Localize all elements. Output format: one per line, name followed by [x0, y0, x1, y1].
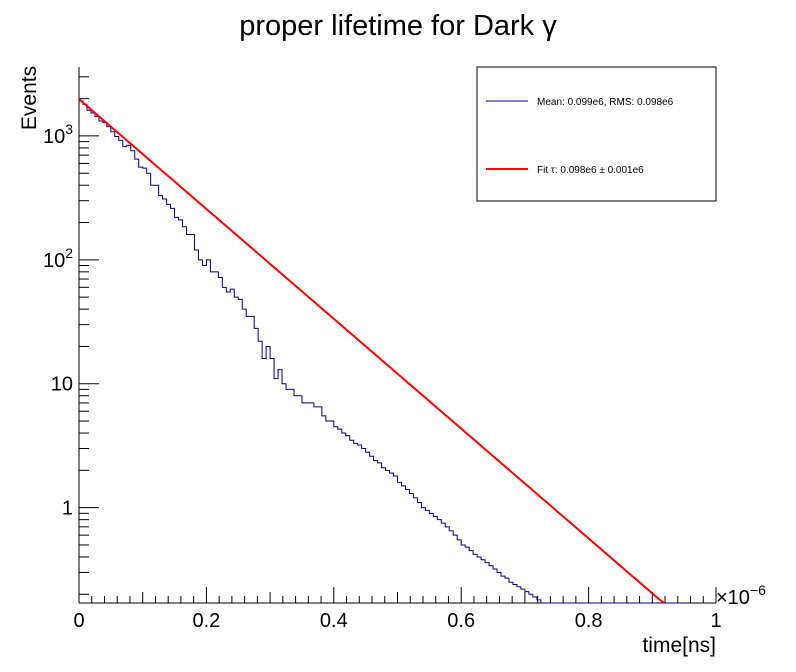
x-tick-label: 1: [710, 610, 721, 632]
x-tick-label: 0: [73, 610, 84, 632]
y-tick-label: 103: [43, 121, 73, 148]
histogram-line: [79, 100, 681, 604]
x-tick-label: 0.8: [575, 610, 603, 632]
y-tick-label-base: 10: [43, 250, 65, 272]
legend-box: [476, 66, 717, 202]
legend: Mean: 0.099e6, RMS: 0.098e6 Fit τ: 0.098…: [476, 66, 717, 202]
x-ticks: 0 0.2 0.4 0.6 0.8 1: [73, 587, 722, 632]
fit-line: [78, 98, 665, 604]
x-tick-label: 0.6: [447, 610, 475, 632]
data-layer: [78, 98, 681, 604]
y-tick-label: 10: [51, 374, 73, 396]
x-tick-label: 0.2: [192, 610, 220, 632]
x-axis-label: time[ns]: [642, 634, 716, 657]
y-tick-label-base: 10: [51, 374, 73, 396]
x-multiplier-base: ×10: [716, 587, 750, 609]
y-tick-label-exponent: 2: [65, 245, 73, 261]
legend-fit-label: Fit τ: 0.098e6 ± 0.001e6: [537, 165, 644, 176]
legend-histogram-label: Mean: 0.099e6, RMS: 0.098e6: [537, 97, 674, 108]
y-tick-label: 1: [62, 498, 73, 520]
y-axis-label: Events: [18, 66, 41, 130]
chart-title: proper lifetime for Dark γ: [239, 10, 557, 42]
x-multiplier-label: ×10−6: [716, 582, 766, 609]
x-multiplier-exponent: −6: [750, 582, 766, 598]
y-tick-label-exponent: 3: [65, 121, 73, 137]
x-tick-label: 0.4: [320, 610, 348, 632]
y-tick-label: 102: [43, 245, 73, 272]
y-tick-label-base: 1: [62, 498, 73, 520]
y-tick-label-base: 10: [43, 126, 65, 148]
